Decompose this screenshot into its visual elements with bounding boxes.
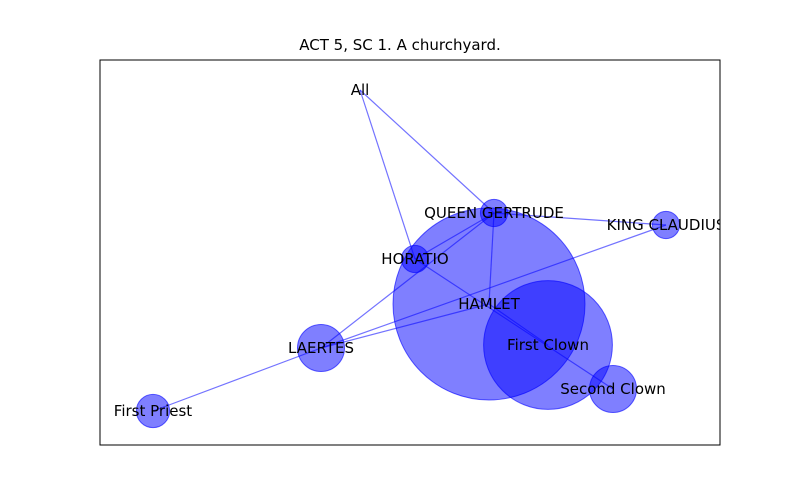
node-label-gertrude: QUEEN GERTRUDE [424, 204, 564, 222]
plot-frame [99, 59, 721, 446]
node-claudius [651, 210, 681, 240]
labels-layer: All QUEEN GERTRUDE KING CLAUDIUS HORATIO HAM… [114, 81, 726, 420]
node-label-first_clown: First Clown [507, 336, 589, 354]
node-label-laertes: LAERTES [288, 339, 354, 357]
edge-all-gertrude [359, 89, 495, 214]
node-label-hamlet: HAMLET [458, 295, 520, 313]
node-laertes [296, 323, 346, 373]
node-first_priest [135, 393, 171, 429]
node-label-claudius: KING CLAUDIUS [607, 216, 726, 234]
edge-all-horatio [359, 89, 416, 260]
node-first_clown [483, 280, 613, 410]
chart-title: ACT 5, SC 1. A churchyard. [299, 36, 501, 54]
nodes-layer [135, 198, 681, 429]
edge-laertes-first_priest [152, 347, 322, 412]
node-label-horatio: HORATIO [381, 250, 448, 268]
node-second_clown [588, 364, 638, 414]
node-label-first_priest: First Priest [114, 402, 192, 420]
node-label-second_clown: Second Clown [560, 380, 666, 398]
node-label-all: All [351, 81, 370, 99]
